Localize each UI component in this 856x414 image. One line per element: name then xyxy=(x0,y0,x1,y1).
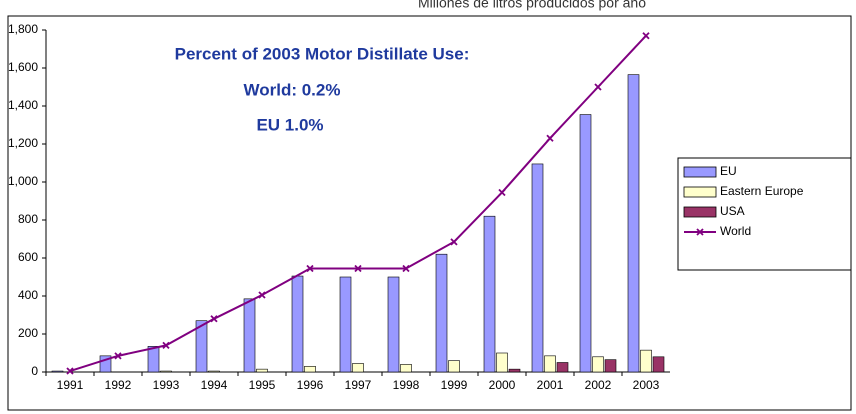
y-tick-label: 1,200 xyxy=(8,136,38,150)
x-tick-label: 1993 xyxy=(153,378,180,392)
legend-label: USA xyxy=(720,204,745,218)
bar xyxy=(531,163,544,373)
bar xyxy=(99,355,112,373)
bar xyxy=(352,363,364,373)
x-tick-label: 1994 xyxy=(201,378,228,392)
bar xyxy=(496,352,508,373)
y-tick-label: 800 xyxy=(18,212,38,226)
line-marker xyxy=(306,264,314,273)
bar xyxy=(243,298,256,373)
bar xyxy=(652,356,665,373)
bar xyxy=(195,320,208,373)
bar xyxy=(304,365,316,373)
line-marker xyxy=(450,238,458,246)
y-tick-label: 1,800 xyxy=(8,22,38,36)
x-tick-label: 2000 xyxy=(489,378,516,392)
x-tick-label: 1991 xyxy=(57,378,84,392)
line-marker xyxy=(66,367,74,375)
bar xyxy=(508,368,521,373)
x-tick-label: 1992 xyxy=(105,378,132,392)
bar xyxy=(51,370,64,373)
legend-swatch xyxy=(683,166,717,178)
bar xyxy=(256,368,268,373)
y-tick-label: 1,600 xyxy=(8,60,38,74)
line-marker xyxy=(546,134,554,142)
x-tick-label: 1998 xyxy=(393,378,420,392)
bar xyxy=(147,346,160,373)
y-tick-label: 0 xyxy=(31,364,38,378)
x-tick-label: 2002 xyxy=(585,378,612,392)
bar xyxy=(291,275,304,373)
bar xyxy=(544,355,556,373)
bar xyxy=(339,276,352,373)
y-tick-label: 1,000 xyxy=(8,174,38,188)
y-tick-label: 600 xyxy=(18,250,38,264)
x-tick-label: 1999 xyxy=(441,378,468,392)
bar xyxy=(592,356,604,373)
bar xyxy=(640,349,652,373)
line-marker xyxy=(594,83,602,91)
bar xyxy=(387,276,400,373)
bar xyxy=(556,362,569,373)
bar xyxy=(448,360,460,373)
line-marker xyxy=(498,188,506,197)
y-tick-label: 400 xyxy=(18,288,38,302)
annotation: EU 1.0% xyxy=(256,115,323,134)
legend-swatch xyxy=(696,228,704,236)
line-marker xyxy=(642,32,650,40)
bar xyxy=(435,253,448,373)
legend-swatch xyxy=(683,206,717,218)
bar xyxy=(627,74,640,373)
bar xyxy=(208,370,220,373)
line-marker xyxy=(162,341,170,350)
legend-label: EU xyxy=(720,164,737,178)
bar xyxy=(579,114,592,373)
y-tick-label: 1,400 xyxy=(8,98,38,112)
x-tick-label: 1996 xyxy=(297,378,324,392)
legend-label: World xyxy=(720,224,751,238)
bar xyxy=(400,364,412,373)
annotation: World: 0.2% xyxy=(244,80,341,99)
line-marker xyxy=(402,264,410,273)
x-tick-label: 2001 xyxy=(537,378,564,392)
y-tick-label: 200 xyxy=(18,326,38,340)
line-marker xyxy=(354,264,362,273)
chart-title: Millones de litros producidos por año xyxy=(418,0,646,11)
legend-swatch xyxy=(683,186,717,198)
x-tick-label: 2003 xyxy=(633,378,660,392)
line-marker xyxy=(210,315,218,323)
bar xyxy=(160,370,172,373)
legend-label: Eastern Europe xyxy=(720,184,804,198)
line-marker xyxy=(258,291,266,299)
bar xyxy=(604,359,617,373)
bar xyxy=(483,215,496,373)
x-tick-label: 1997 xyxy=(345,378,372,392)
line-marker xyxy=(114,352,122,360)
x-tick-label: 1995 xyxy=(249,378,276,392)
annotation: Percent of 2003 Motor Distillate Use: xyxy=(175,44,470,63)
